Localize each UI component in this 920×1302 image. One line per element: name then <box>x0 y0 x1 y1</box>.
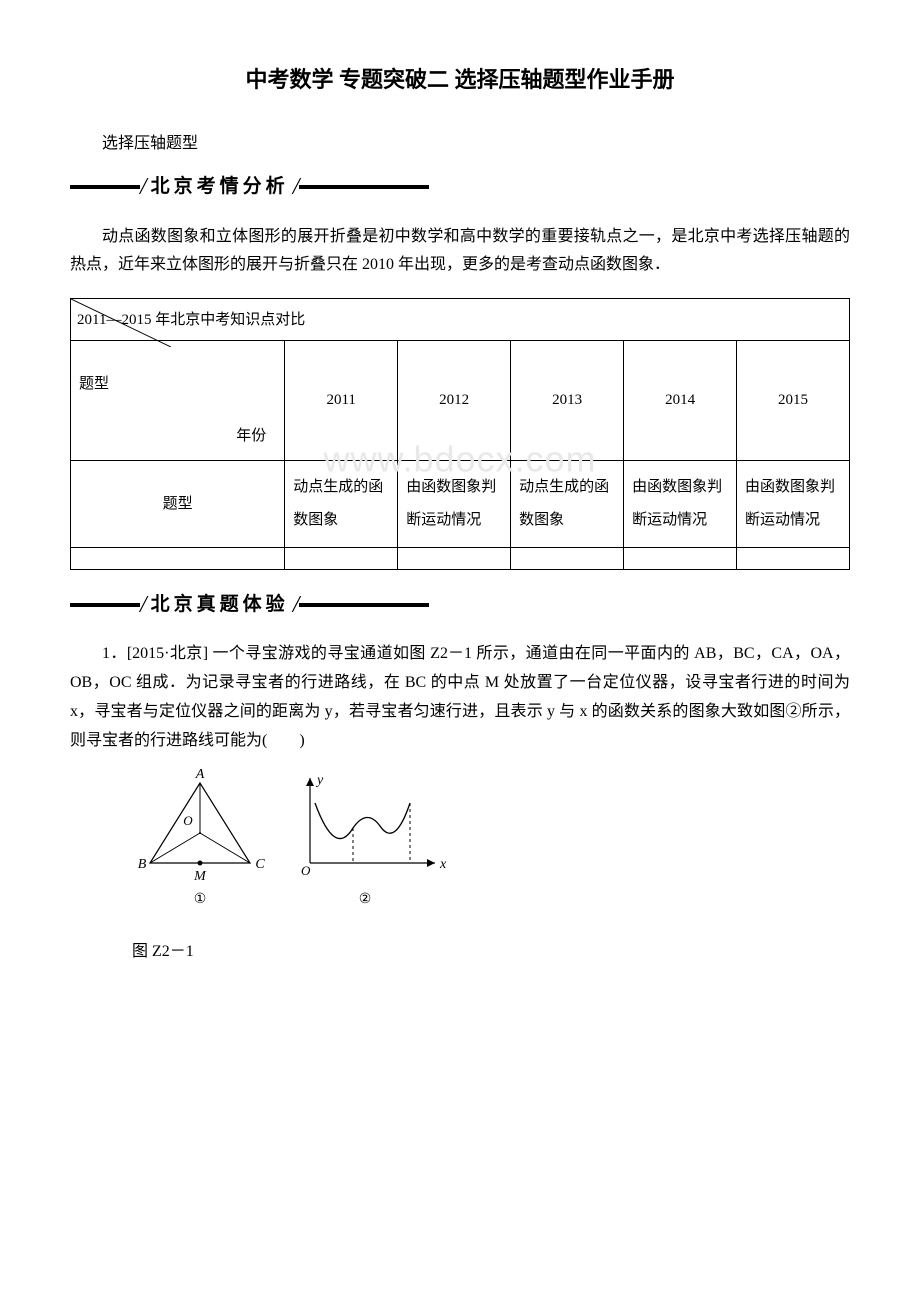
slash-icon: / <box>293 175 300 199</box>
triangle-diagram: A B C O M ① <box>138 768 266 907</box>
table-row: 2011—2015 年北京中考知识点对比 <box>71 299 850 341</box>
graph-diagram: y x O ② <box>301 773 447 907</box>
header-bar-left <box>70 185 140 189</box>
section-analysis-header: / 北京考情分析 / <box>70 170 850 204</box>
comparison-table-container: www.bdocx.com 2011—2015 年北京中考知识点对比 题型 年份… <box>70 298 850 570</box>
slash-icon: / <box>140 175 147 199</box>
figure-diagram-icon: A B C O M ① y x O ② <box>130 768 450 918</box>
slash-wrap-left: / <box>142 593 145 617</box>
section-analysis-text: 北京考情分析 <box>151 170 289 204</box>
header-bar-left <box>70 603 140 607</box>
table-row <box>71 548 850 570</box>
table-caption-text: 2011—2015 年北京中考知识点对比 <box>77 307 305 334</box>
slash-wrap-left: / <box>142 175 145 199</box>
type-cell: 由函数图象判断运动情况 <box>624 461 737 548</box>
type-cell: 由函数图象判断运动情况 <box>398 461 511 548</box>
header-label-top: 题型 <box>79 371 109 398</box>
slash-icon: / <box>293 593 300 617</box>
table-caption-cell: 2011—2015 年北京中考知识点对比 <box>71 299 850 341</box>
year-cell: 2012 <box>398 341 511 461</box>
label-y: y <box>315 773 324 788</box>
type-cell: 由函数图象判断运动情况 <box>737 461 850 548</box>
empty-cell <box>511 548 624 570</box>
slash-wrap-right: / <box>295 175 298 199</box>
question-number: 1．[2015·北京] <box>102 645 208 662</box>
label-O: O <box>183 813 193 828</box>
label-circ1: ① <box>194 892 207 907</box>
type-cell: 动点生成的函数图象 <box>285 461 398 548</box>
slash-icon: / <box>140 593 147 617</box>
table-row: 题型 动点生成的函数图象 由函数图象判断运动情况 动点生成的函数图象 由函数图象… <box>71 461 850 548</box>
empty-cell <box>71 548 285 570</box>
year-cell: 2013 <box>511 341 624 461</box>
header-bar-right <box>299 603 429 607</box>
year-cell: 2015 <box>737 341 850 461</box>
table-row: 题型 年份 2011 2012 2013 2014 2015 <box>71 341 850 461</box>
label-B: B <box>138 857 147 872</box>
slash-wrap-right: / <box>295 593 298 617</box>
figure-caption: 图 Z2－1 <box>100 938 850 967</box>
figure-area: A B C O M ① y x O ② <box>130 768 850 929</box>
label-C: C <box>255 857 265 872</box>
row-label-cell: 题型 <box>71 461 285 548</box>
question-text: 1．[2015·北京] 一个寻宝游戏的寻宝通道如图 Z2－1 所示，通道由在同一… <box>70 640 850 755</box>
label-origin: O <box>301 863 311 878</box>
comparison-table: 2011—2015 年北京中考知识点对比 题型 年份 2011 2012 201… <box>70 298 850 570</box>
label-M: M <box>193 869 207 884</box>
header-bar-right <box>299 185 429 189</box>
empty-cell <box>285 548 398 570</box>
empty-cell <box>624 548 737 570</box>
label-A: A <box>195 768 205 782</box>
year-header-cell: 题型 年份 <box>71 341 285 461</box>
section-experience-text: 北京真题体验 <box>151 588 289 622</box>
type-cell: 动点生成的函数图象 <box>511 461 624 548</box>
header-label-bottom: 年份 <box>236 423 266 450</box>
intro-paragraph: 动点函数图象和立体图形的展开折叠是初中数学和高中数学的重要接轨点之一，是北京中考… <box>70 223 850 281</box>
year-cell: 2011 <box>285 341 398 461</box>
empty-cell <box>398 548 511 570</box>
empty-cell <box>737 548 850 570</box>
label-x: x <box>439 857 447 872</box>
section-experience-header: / 北京真题体验 / <box>70 588 850 622</box>
subtitle: 选择压轴题型 <box>70 130 850 159</box>
page-title: 中考数学 专题突破二 选择压轴题型作业手册 <box>70 60 850 100</box>
year-cell: 2014 <box>624 341 737 461</box>
label-circ2: ② <box>359 892 372 907</box>
